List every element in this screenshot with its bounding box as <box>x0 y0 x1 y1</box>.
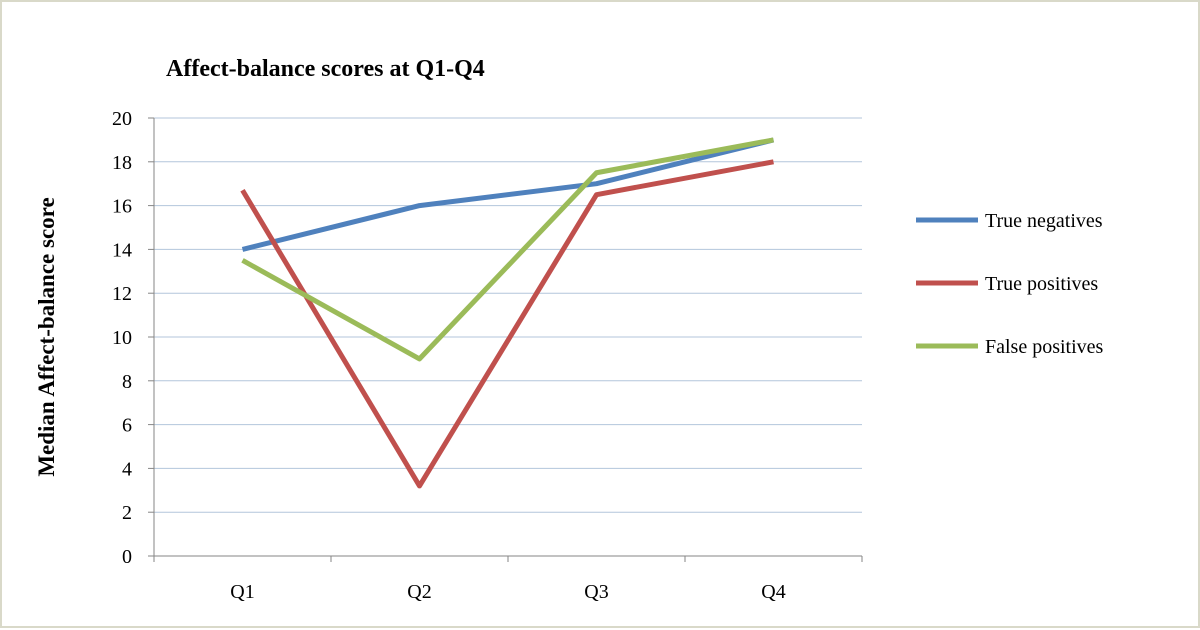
series-line <box>240 159 774 489</box>
y-tick-label: 6 <box>122 415 132 437</box>
legend-label: False positives <box>985 336 1104 358</box>
y-tick-label: 8 <box>122 371 132 393</box>
x-tick-labels: Q1 Q2 Q3 Q4 <box>230 581 785 603</box>
series-line <box>241 137 774 362</box>
series-line <box>241 137 775 252</box>
y-tick-label: 12 <box>112 283 132 305</box>
y-tick-label: 4 <box>122 458 132 480</box>
y-tick-label: 16 <box>112 196 132 218</box>
x-tick-label: Q4 <box>761 581 785 603</box>
y-tick-label: 18 <box>112 152 132 174</box>
legend-label: True negatives <box>985 210 1103 232</box>
y-tick-label: 0 <box>122 546 132 568</box>
y-tick-label: 2 <box>122 502 132 524</box>
series-lines <box>240 137 775 489</box>
y-tick-label: 20 <box>112 108 132 130</box>
legend: True negatives True positives False positi… <box>916 210 1104 358</box>
x-tick-label: Q2 <box>407 581 431 603</box>
y-tick-label: 10 <box>112 327 132 349</box>
axes <box>153 118 863 562</box>
y-tick-labels: 0 2 4 6 8 10 12 14 16 18 20 <box>112 108 132 568</box>
y-tick-label: 14 <box>112 239 132 261</box>
y-axis-label: Median Affect-balance score <box>34 197 59 476</box>
chart-title: Affect-balance scores at Q1-Q4 <box>166 56 485 82</box>
x-tick-label: Q1 <box>230 581 254 603</box>
x-tick-label: Q3 <box>584 581 608 603</box>
legend-label: True positives <box>985 273 1098 295</box>
gridlines <box>148 117 862 557</box>
